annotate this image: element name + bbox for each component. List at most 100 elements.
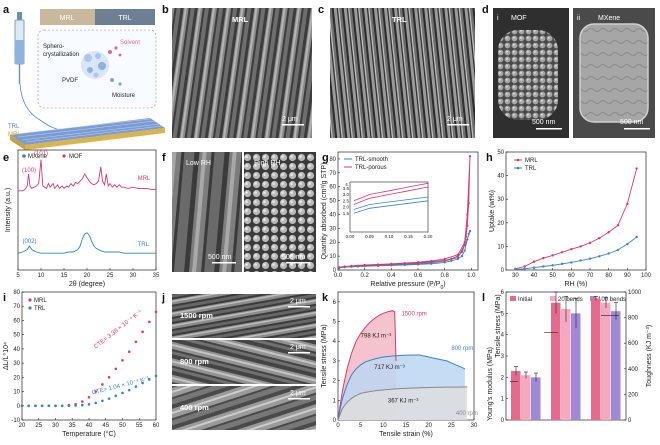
g-point <box>463 243 466 247</box>
scale-label-c: 2 μm <box>447 116 463 123</box>
l-bar <box>601 302 611 420</box>
i-point-trl <box>47 404 51 408</box>
e-legend-marker-mxene <box>22 154 26 158</box>
g-xtick-label: 0.6 <box>414 273 423 279</box>
process-label-1: Sphero- <box>43 44 64 50</box>
i-point-trl <box>127 388 131 392</box>
i-point-trl <box>54 404 57 408</box>
layer-label-mrl: MRL <box>8 132 21 138</box>
h-ytick-label: 30 <box>497 197 504 203</box>
i-point-mrl <box>81 400 84 403</box>
i-point-mrl <box>127 350 131 354</box>
i-point-trl <box>94 401 97 405</box>
rpm-label-800: 800 rpm <box>180 357 209 366</box>
l-ytick-label: 5 <box>501 311 505 317</box>
sem-title-mxene: MXene <box>598 15 620 22</box>
scale-label-d-i: 500 nm <box>532 119 556 126</box>
l-bar <box>561 309 571 420</box>
i-ytick-label: 20 <box>13 375 20 381</box>
k-series-label-1: 800 rpm <box>451 346 473 352</box>
g-point <box>467 232 470 236</box>
scale-bar-d-i <box>536 128 562 130</box>
k-ytick-label: 0 <box>333 418 337 424</box>
i-point-trl <box>141 381 144 385</box>
l-right-ytick-label: 1000 <box>628 290 642 296</box>
h-point <box>560 262 564 266</box>
panel-label-d: d <box>482 4 489 16</box>
i-xtick-label: 50 <box>119 423 126 429</box>
i-point-trl <box>34 404 37 408</box>
i-point-mrl <box>107 376 111 379</box>
g-ytick-label: 80 <box>329 157 336 163</box>
h-point <box>560 251 564 254</box>
g-point <box>450 259 453 263</box>
k-xtick-label: 30 <box>471 423 478 429</box>
scale-bar-c <box>447 124 469 126</box>
k-ytick-label: 3 <box>333 359 337 365</box>
k-ylabel: Tensile stress (MPa) <box>321 324 328 387</box>
g-xlabel-sub: 0 <box>440 285 443 291</box>
rpm-label-400: 400 rpm <box>180 403 209 412</box>
rpm-label-1500: 1500 rpm <box>180 311 213 320</box>
h-point <box>570 261 573 264</box>
g-point <box>468 230 472 233</box>
chart-k-stress-strain: 0 5 10 15 20 25 30 0 1 2 3 4 5 6 Tensile strain (%) Ten… <box>321 291 478 438</box>
i-legend-label: MRL <box>34 298 47 304</box>
h-point <box>542 265 545 268</box>
sem-image-trl <box>330 8 475 138</box>
h-point <box>579 245 582 248</box>
l-bar <box>611 311 621 420</box>
k-xtick-label: 15 <box>403 423 410 429</box>
sem-title-trl: TRL <box>392 15 407 24</box>
l-bar <box>591 298 601 420</box>
e-series-label-mrl: MRL <box>138 176 151 182</box>
i-ytick-label: 60 <box>13 318 20 324</box>
h-point <box>616 223 620 227</box>
h-xtick-label: 100 <box>641 273 652 279</box>
e-xlabel: 2θ (degree) <box>69 281 105 288</box>
i-point-trl <box>134 385 138 388</box>
i-point-mrl <box>101 383 104 386</box>
sem-image-high-rh <box>244 152 316 272</box>
l-ytick-label: 4 <box>501 333 505 339</box>
i-cte-mrl: CTE= 3.38 × 10⁻⁴ K⁻¹ <box>93 309 144 351</box>
l-ytick-label: 6 <box>501 290 505 296</box>
g-point <box>416 261 420 264</box>
scale-label-j2: 2 μm <box>290 344 306 351</box>
k-ytick-label: 6 <box>333 300 337 306</box>
sem-image-800rpm <box>172 340 316 384</box>
l-right-ytick-label: 0 <box>628 418 632 424</box>
k-ytick-label: 4 <box>333 339 337 345</box>
h-point <box>607 252 610 255</box>
l-bar <box>521 375 531 420</box>
k-curve-0 <box>337 310 397 421</box>
i-ytick-label: 40 <box>13 347 20 353</box>
l-legend-swatch-1 <box>550 296 556 301</box>
panel-label-b: b <box>162 4 169 16</box>
e-legend-mof: MOF <box>69 154 83 160</box>
i-point-trl <box>81 403 84 407</box>
g-xlabel-end: ) <box>443 281 445 288</box>
g-point <box>466 238 469 241</box>
i-point-trl <box>114 394 118 398</box>
h-point <box>598 255 601 258</box>
l-right-ytick-label: 200 <box>628 392 639 398</box>
g-frame <box>337 151 479 271</box>
solvent-label: Solvent <box>120 40 140 46</box>
i-point-mrl <box>87 395 91 399</box>
g-ytick-label: 50 <box>329 199 336 205</box>
i-ylabel: ΔL/L⁰10⁴ <box>2 342 10 370</box>
chart-h-uptake: 30 40 50 60 70 80 90 100 0 10 20 30 40 50 RH (%) Uptake… <box>489 150 652 288</box>
i-xtick-label: 45 <box>102 423 109 429</box>
panel-label-a: a <box>3 4 10 16</box>
h-legend-marker <box>516 158 520 162</box>
i-point-trl <box>40 404 44 408</box>
g-point <box>463 241 466 244</box>
l-bar <box>571 313 581 420</box>
g-point <box>430 259 433 263</box>
process-label-2: crystallization <box>43 52 79 58</box>
g-inset-xtick: 0.15 <box>404 234 413 239</box>
h-point <box>570 248 573 251</box>
k-toughness-label-0: 798 KJ m⁻³ <box>361 333 392 339</box>
panel-d: d i MOF ii MXene 500 nm 500 nm <box>482 4 655 138</box>
